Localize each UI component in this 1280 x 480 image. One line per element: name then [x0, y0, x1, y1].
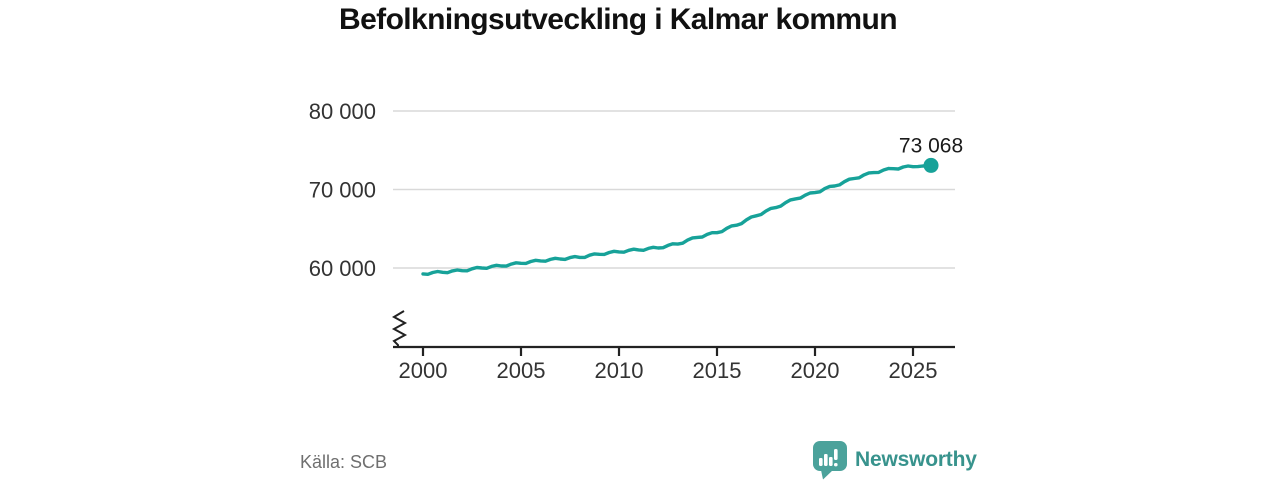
x-tick-label: 2025 [889, 358, 938, 383]
population-line-chart: 60 000 70 000 80 000 73 068 2000 2005 2010 2015… [309, 99, 963, 383]
logo-speech-bubble-tail [821, 470, 833, 480]
population-line [421, 163, 933, 276]
x-tick-label: 2015 [693, 358, 742, 383]
y-tick-label: 60 000 [309, 256, 376, 281]
source-note: Källa: SCB [300, 452, 388, 472]
chart-title: Befolkningsutveckling i Kalmar kommun [339, 3, 898, 36]
brand-name: Newsworthy [855, 448, 977, 471]
logo-exclamation-dot [834, 463, 838, 467]
end-point-marker [923, 157, 939, 173]
x-tick-label: 2020 [791, 358, 840, 383]
y-axis-break-icon [391, 310, 408, 347]
x-tick-label: 2005 [497, 358, 546, 383]
logo-bar-3 [829, 457, 833, 466]
logo-speech-bubble [813, 441, 847, 471]
newsworthy-logo-icon [813, 441, 847, 480]
y-tick-label: 70 000 [309, 178, 376, 203]
y-tick-label: 80 000 [309, 99, 376, 124]
newsworthy-branding: Newsworthy [812, 440, 977, 480]
logo-bar-1 [819, 458, 823, 466]
x-tick-label: 2010 [595, 358, 644, 383]
logo-bar-2 [824, 454, 828, 466]
end-value-label: 73 068 [899, 134, 963, 157]
x-tick-label: 2000 [399, 358, 448, 383]
logo-exclamation-bar [834, 449, 838, 460]
